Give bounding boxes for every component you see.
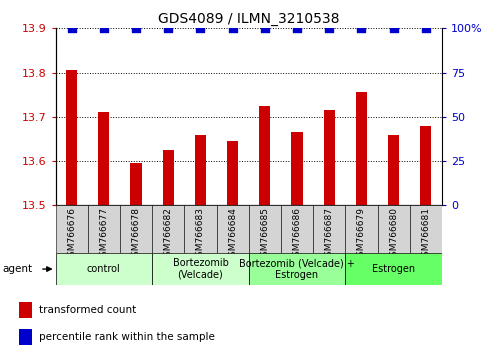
Bar [378,205,410,253]
Text: GSM766677: GSM766677 [99,207,108,262]
Text: Bortezomib (Velcade) +
Estrogen: Bortezomib (Velcade) + Estrogen [239,258,355,280]
Bar [216,205,249,253]
Point [164,25,172,31]
Text: GSM766680: GSM766680 [389,207,398,262]
Bar [98,112,110,205]
Text: GSM766679: GSM766679 [357,207,366,262]
Bar [130,163,142,205]
Bar [19,329,32,345]
Bar [227,141,238,205]
Text: GSM766678: GSM766678 [131,207,141,262]
Text: GSM766687: GSM766687 [325,207,334,262]
Title: GDS4089 / ILMN_3210538: GDS4089 / ILMN_3210538 [158,12,340,26]
Point [132,25,140,31]
Bar [19,302,32,318]
Point [326,25,333,31]
Bar [313,205,345,253]
Point [100,25,108,31]
Bar [66,70,77,205]
Point [68,25,75,31]
Text: percentile rank within the sample: percentile rank within the sample [39,332,215,342]
Point [293,25,301,31]
Bar [356,92,367,205]
Text: agent: agent [3,264,33,274]
Point [357,25,365,31]
Point [197,25,204,31]
Bar [345,253,442,285]
Text: GSM766681: GSM766681 [421,207,430,262]
Bar [388,135,399,205]
Text: GSM766682: GSM766682 [164,207,173,262]
Point [229,25,237,31]
Bar [185,205,216,253]
Bar [163,150,174,205]
Bar [120,205,152,253]
Text: control: control [87,264,121,274]
Bar [88,205,120,253]
Bar [291,132,303,205]
Text: Estrogen: Estrogen [372,264,415,274]
Bar [324,110,335,205]
Point [390,25,398,31]
Text: GSM766676: GSM766676 [67,207,76,262]
Text: Bortezomib
(Velcade): Bortezomib (Velcade) [172,258,228,280]
Bar [152,253,249,285]
Bar [410,205,442,253]
Text: transformed count: transformed count [39,305,136,315]
Bar [345,205,378,253]
Text: GSM766683: GSM766683 [196,207,205,262]
Bar [152,205,185,253]
Bar [56,205,88,253]
Text: GSM766685: GSM766685 [260,207,270,262]
Bar [56,253,152,285]
Bar [249,205,281,253]
Bar [195,135,206,205]
Bar [281,205,313,253]
Text: GSM766684: GSM766684 [228,207,237,262]
Bar [259,106,270,205]
Point [261,25,269,31]
Bar [420,126,431,205]
Point [422,25,430,31]
Text: GSM766686: GSM766686 [293,207,301,262]
Bar [249,253,345,285]
